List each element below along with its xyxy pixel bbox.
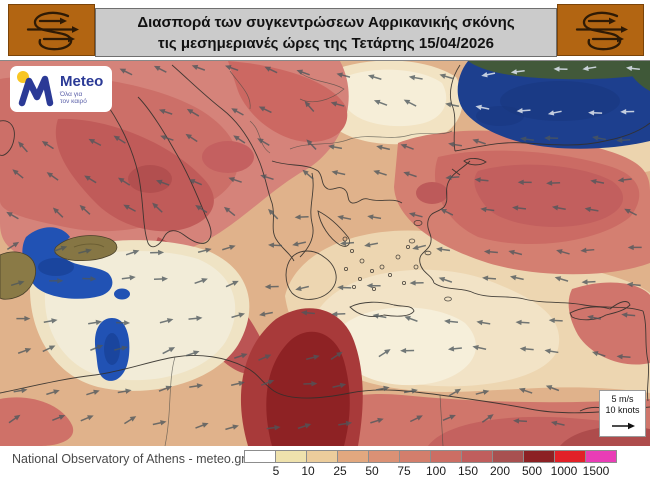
map-title-bar: Διασπορά των συγκεντρώσεων Αφρικανικής σ… <box>95 8 557 57</box>
colorbar-cell <box>368 450 400 463</box>
country-borders <box>164 70 453 446</box>
colorbar-label: 50 <box>365 464 379 478</box>
logo-tagline-line1: Όλα για <box>60 90 83 98</box>
colorbar-label: 75 <box>397 464 411 478</box>
dust-wind-glyph <box>26 11 79 51</box>
colorbar-label: 5 <box>272 464 280 478</box>
wind-scale-legend: 5 m/s 10 knots <box>599 390 646 437</box>
colorbar-cell <box>275 450 307 463</box>
dust-transport-icon <box>8 4 95 56</box>
colorbar-label: 500 <box>521 464 543 478</box>
colorbar-label: 150 <box>457 464 479 478</box>
logo-brand-text: Meteo <box>60 72 104 90</box>
dust-transport-icon <box>557 4 644 56</box>
map-title-line2: τις μεσημεριανές ώρες της Τετάρτης 15/04… <box>158 34 494 52</box>
aegean-islands <box>342 219 452 302</box>
colorbar-cell <box>492 450 524 463</box>
coastlines <box>0 64 650 414</box>
colorbar-cell <box>523 450 555 463</box>
colorbar-cell <box>337 450 369 463</box>
colorbar-cell <box>461 450 493 463</box>
dust-concentration-map <box>0 60 650 446</box>
colorbar-label: 1000 <box>550 464 578 478</box>
colorbar-label: 1500 <box>582 464 610 478</box>
concentration-colorbar: 5 10 25 50 75 100 150 200 500 1000 1500 <box>244 450 628 478</box>
colorbar-label: 200 <box>489 464 511 478</box>
colorbar-cell <box>430 450 462 463</box>
colorbar-label: 25 <box>333 464 347 478</box>
dust-wind-glyph <box>575 11 628 51</box>
colorbar-label: 100 <box>425 464 447 478</box>
wind-arrow-field <box>6 64 642 431</box>
attribution-text: National Observatory of Athens - meteo.g… <box>12 452 246 466</box>
wind-scale-knots: 10 knots <box>605 405 640 415</box>
colorbar-cell <box>554 450 586 463</box>
colorbar-cell <box>399 450 431 463</box>
map-canvas <box>0 61 650 446</box>
colorbar-cell <box>585 450 617 463</box>
meteo-logo: Meteo Όλα για τον καιρό <box>10 66 112 112</box>
right-arrow-icon <box>611 422 635 430</box>
meteo-m-icon <box>17 71 54 107</box>
colorbar-cell <box>244 450 276 463</box>
logo-tagline-line2: τον καιρό <box>60 97 87 105</box>
wind-scale-ms: 5 m/s <box>611 394 634 404</box>
map-title-line1: Διασπορά των συγκεντρώσεων Αφρικανικής σ… <box>137 13 515 31</box>
colorbar-cell <box>306 450 338 463</box>
colorbar-label: 10 <box>301 464 315 478</box>
colorbar-cells <box>244 450 628 463</box>
